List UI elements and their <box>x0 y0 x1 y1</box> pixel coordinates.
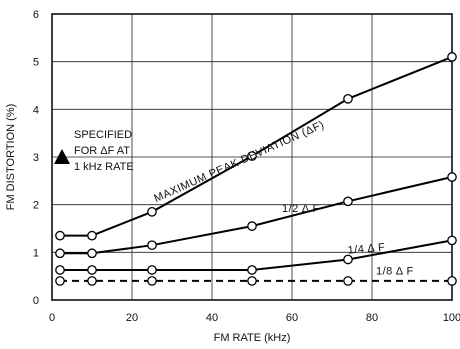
data-point <box>247 151 257 161</box>
series-label-eighth-deviation: 1/8 Δ F <box>376 266 414 278</box>
x-tick-label: 20 <box>126 312 138 324</box>
series-line-0 <box>60 55 453 237</box>
series-lines <box>60 55 453 282</box>
y-tick-label: 4 <box>33 104 39 116</box>
series-label-half-deviation: 1/2 Δ F <box>282 203 320 215</box>
data-point <box>87 230 97 241</box>
data-point <box>447 172 457 182</box>
annotation-line-2: FOR ΔF AT <box>74 145 130 157</box>
x-axis-ticks: 0 20 40 60 80 100 <box>49 312 460 324</box>
series-label-max-peak-deviation: MAXIMUM PEAK DEVIATION (ΔF) <box>152 119 326 205</box>
data-point <box>447 52 457 62</box>
series-line-1 <box>60 176 453 255</box>
data-point <box>87 248 97 259</box>
data-point <box>247 221 257 231</box>
y-tick-label: 3 <box>33 152 39 164</box>
data-point <box>147 240 157 251</box>
x-tick-label: 60 <box>286 312 298 324</box>
data-points <box>55 52 457 286</box>
y-axis-title: FM DISTORTION (%) <box>5 104 17 211</box>
data-point <box>343 276 353 286</box>
x-tick-label: 40 <box>206 312 218 324</box>
series-line-2 <box>60 239 453 271</box>
y-tick-label: 2 <box>33 200 39 212</box>
y-axis-ticks: 0 1 2 3 4 5 6 <box>33 9 39 307</box>
y-tick-label: 1 <box>33 247 39 259</box>
annotation-line-1: SPECIFIED <box>74 129 132 141</box>
data-point <box>55 248 65 259</box>
annotation-line-3: 1 kHz RATE <box>74 161 134 173</box>
data-point <box>343 196 353 207</box>
data-point <box>55 265 65 275</box>
data-point <box>55 230 65 241</box>
y-tick-label: 5 <box>33 57 39 69</box>
series-label-quarter-deviation: 1/4 Δ F <box>347 242 386 257</box>
data-point <box>447 235 457 246</box>
plot-frame <box>51 13 453 301</box>
y-tick-label: 6 <box>33 9 39 21</box>
data-point <box>55 276 65 286</box>
data-point <box>343 93 353 104</box>
data-point <box>87 276 97 286</box>
data-point <box>147 276 157 286</box>
y-tick-label: 0 <box>33 295 39 307</box>
x-tick-label: 0 <box>49 312 55 324</box>
x-tick-label: 80 <box>366 312 378 324</box>
data-point <box>447 276 457 286</box>
x-tick-label: 100 <box>443 312 460 324</box>
data-point <box>147 265 157 275</box>
data-point <box>343 254 353 265</box>
specified-triangle-marker <box>54 149 70 164</box>
data-point <box>247 265 257 275</box>
data-point <box>87 265 97 275</box>
data-point <box>247 276 257 286</box>
data-point <box>147 206 157 217</box>
x-axis-title: FM RATE (kHz) <box>214 332 291 344</box>
